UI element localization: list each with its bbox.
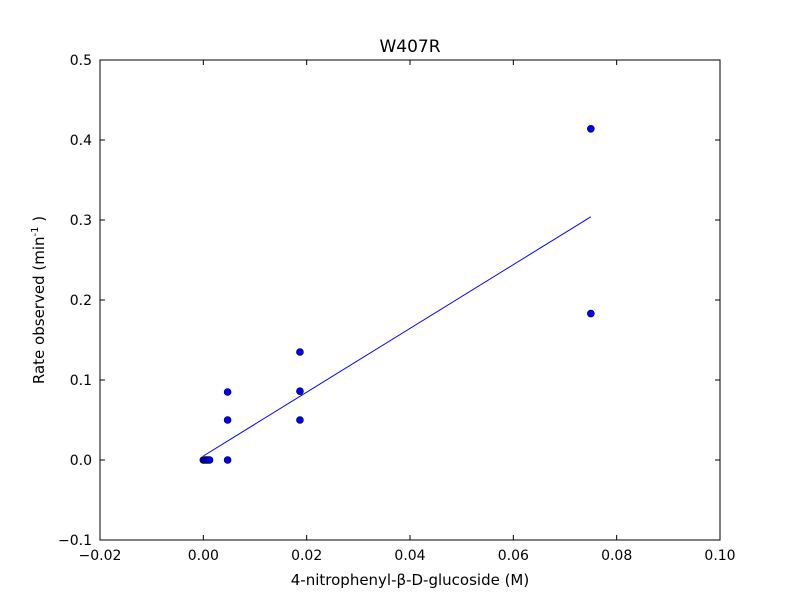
data-point — [296, 416, 304, 424]
data-point — [223, 388, 232, 396]
chart-title: W407R — [379, 37, 440, 57]
data-point — [587, 309, 595, 318]
data-point — [587, 125, 595, 133]
y-tick-label: 0.2 — [70, 293, 92, 309]
y-tick-label: 0.5 — [70, 53, 92, 69]
x-tick-label: 0.08 — [601, 548, 632, 564]
y-axis-title-main: Rate observed (min — [30, 237, 48, 385]
y-tick-label: 0.0 — [70, 453, 92, 469]
x-tick-label: 0.06 — [498, 548, 529, 564]
data-point — [223, 456, 232, 464]
x-axis-title: 4-nitrophenyl-β-D-glucoside (M) — [291, 571, 529, 589]
data-point — [296, 348, 304, 356]
y-tick-label: 0.1 — [70, 373, 92, 389]
y-tick-label: −0.1 — [58, 533, 92, 549]
data-point — [296, 387, 304, 396]
x-tick-label: 0.02 — [291, 548, 322, 564]
y-axis-title-superscript: -1 — [30, 227, 41, 237]
data-point — [205, 456, 214, 464]
tick-layer: −0.02 0.00 0.02 0.04 0.06 0.08 0.10 −0.1 0.0 0.1 0… — [58, 53, 736, 564]
data-point — [223, 416, 232, 424]
y-tick-label: 0.4 — [70, 133, 92, 149]
y-axis-title: Rate observed (min-1 ) — [30, 216, 48, 384]
x-tick-label: 0.00 — [188, 548, 219, 564]
x-tick-label: 0.04 — [394, 548, 425, 564]
x-tick-label: 0.10 — [704, 548, 735, 564]
y-axis-title-close: ) — [30, 216, 48, 227]
y-tick-label: 0.3 — [70, 213, 92, 229]
x-tick-label: −0.02 — [79, 548, 122, 564]
fit-line — [203, 216, 592, 457]
plot-layer — [199, 125, 595, 464]
